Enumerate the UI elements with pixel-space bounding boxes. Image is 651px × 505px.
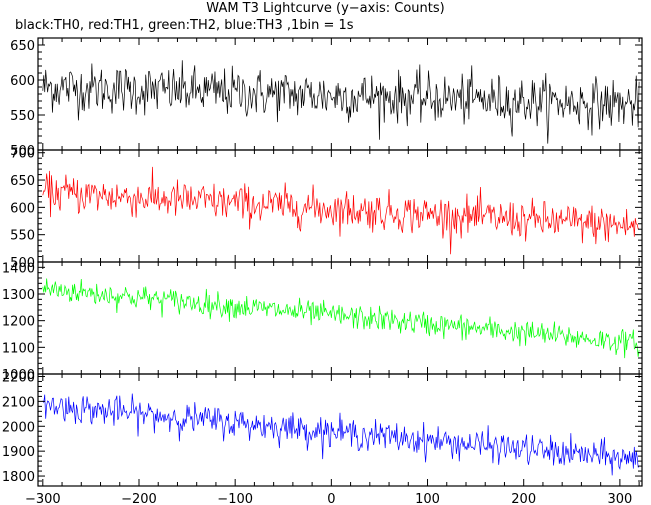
panel-frame-th3 xyxy=(37,373,643,487)
series-line-th1 xyxy=(42,166,640,255)
chart-subtitle: black:TH0, red:TH1, green:TH2, blue:TH3 … xyxy=(15,18,354,33)
y-tick-label: 2200 xyxy=(2,370,35,385)
y-tick-label: 1200 xyxy=(2,315,35,330)
series-line-th3 xyxy=(42,393,640,476)
y-tick-label: 600 xyxy=(10,74,35,89)
y-tick-label: 500 xyxy=(10,256,35,271)
y-tick-label: 2000 xyxy=(2,420,35,435)
x-tick-label: 200 xyxy=(511,492,536,505)
y-tick-label: 650 xyxy=(10,39,35,54)
x-tick-label: −200 xyxy=(121,492,157,505)
series-line-th2 xyxy=(42,278,640,359)
x-tick-label: 0 xyxy=(327,492,335,505)
y-tick-label: 700 xyxy=(10,147,35,162)
y-tick-label: 1100 xyxy=(2,341,35,356)
y-tick-label: 600 xyxy=(10,201,35,216)
x-tick-label: 100 xyxy=(415,492,440,505)
y-tick-label: 1400 xyxy=(2,261,35,276)
y-tick-label: 550 xyxy=(10,109,35,124)
y-tick-label: 500 xyxy=(10,144,35,159)
y-tick-label: 1000 xyxy=(2,368,35,383)
y-tick-label: 650 xyxy=(10,174,35,189)
panel-frame-th0 xyxy=(37,37,643,151)
y-tick-label: 1900 xyxy=(2,445,35,460)
series-line-th0 xyxy=(42,60,640,144)
x-tick-label: 300 xyxy=(607,492,632,505)
x-tick-label: −300 xyxy=(25,492,61,505)
y-tick-label: 2100 xyxy=(2,395,35,410)
y-tick-label: 1300 xyxy=(2,288,35,303)
chart-title: WAM T3 Lightcurve (y−axis: Counts) xyxy=(206,1,445,16)
y-tick-label: 550 xyxy=(10,229,35,244)
panel-frame-th1 xyxy=(37,149,643,263)
x-tick-label: −100 xyxy=(217,492,253,505)
y-tick-label: 1800 xyxy=(2,470,35,485)
